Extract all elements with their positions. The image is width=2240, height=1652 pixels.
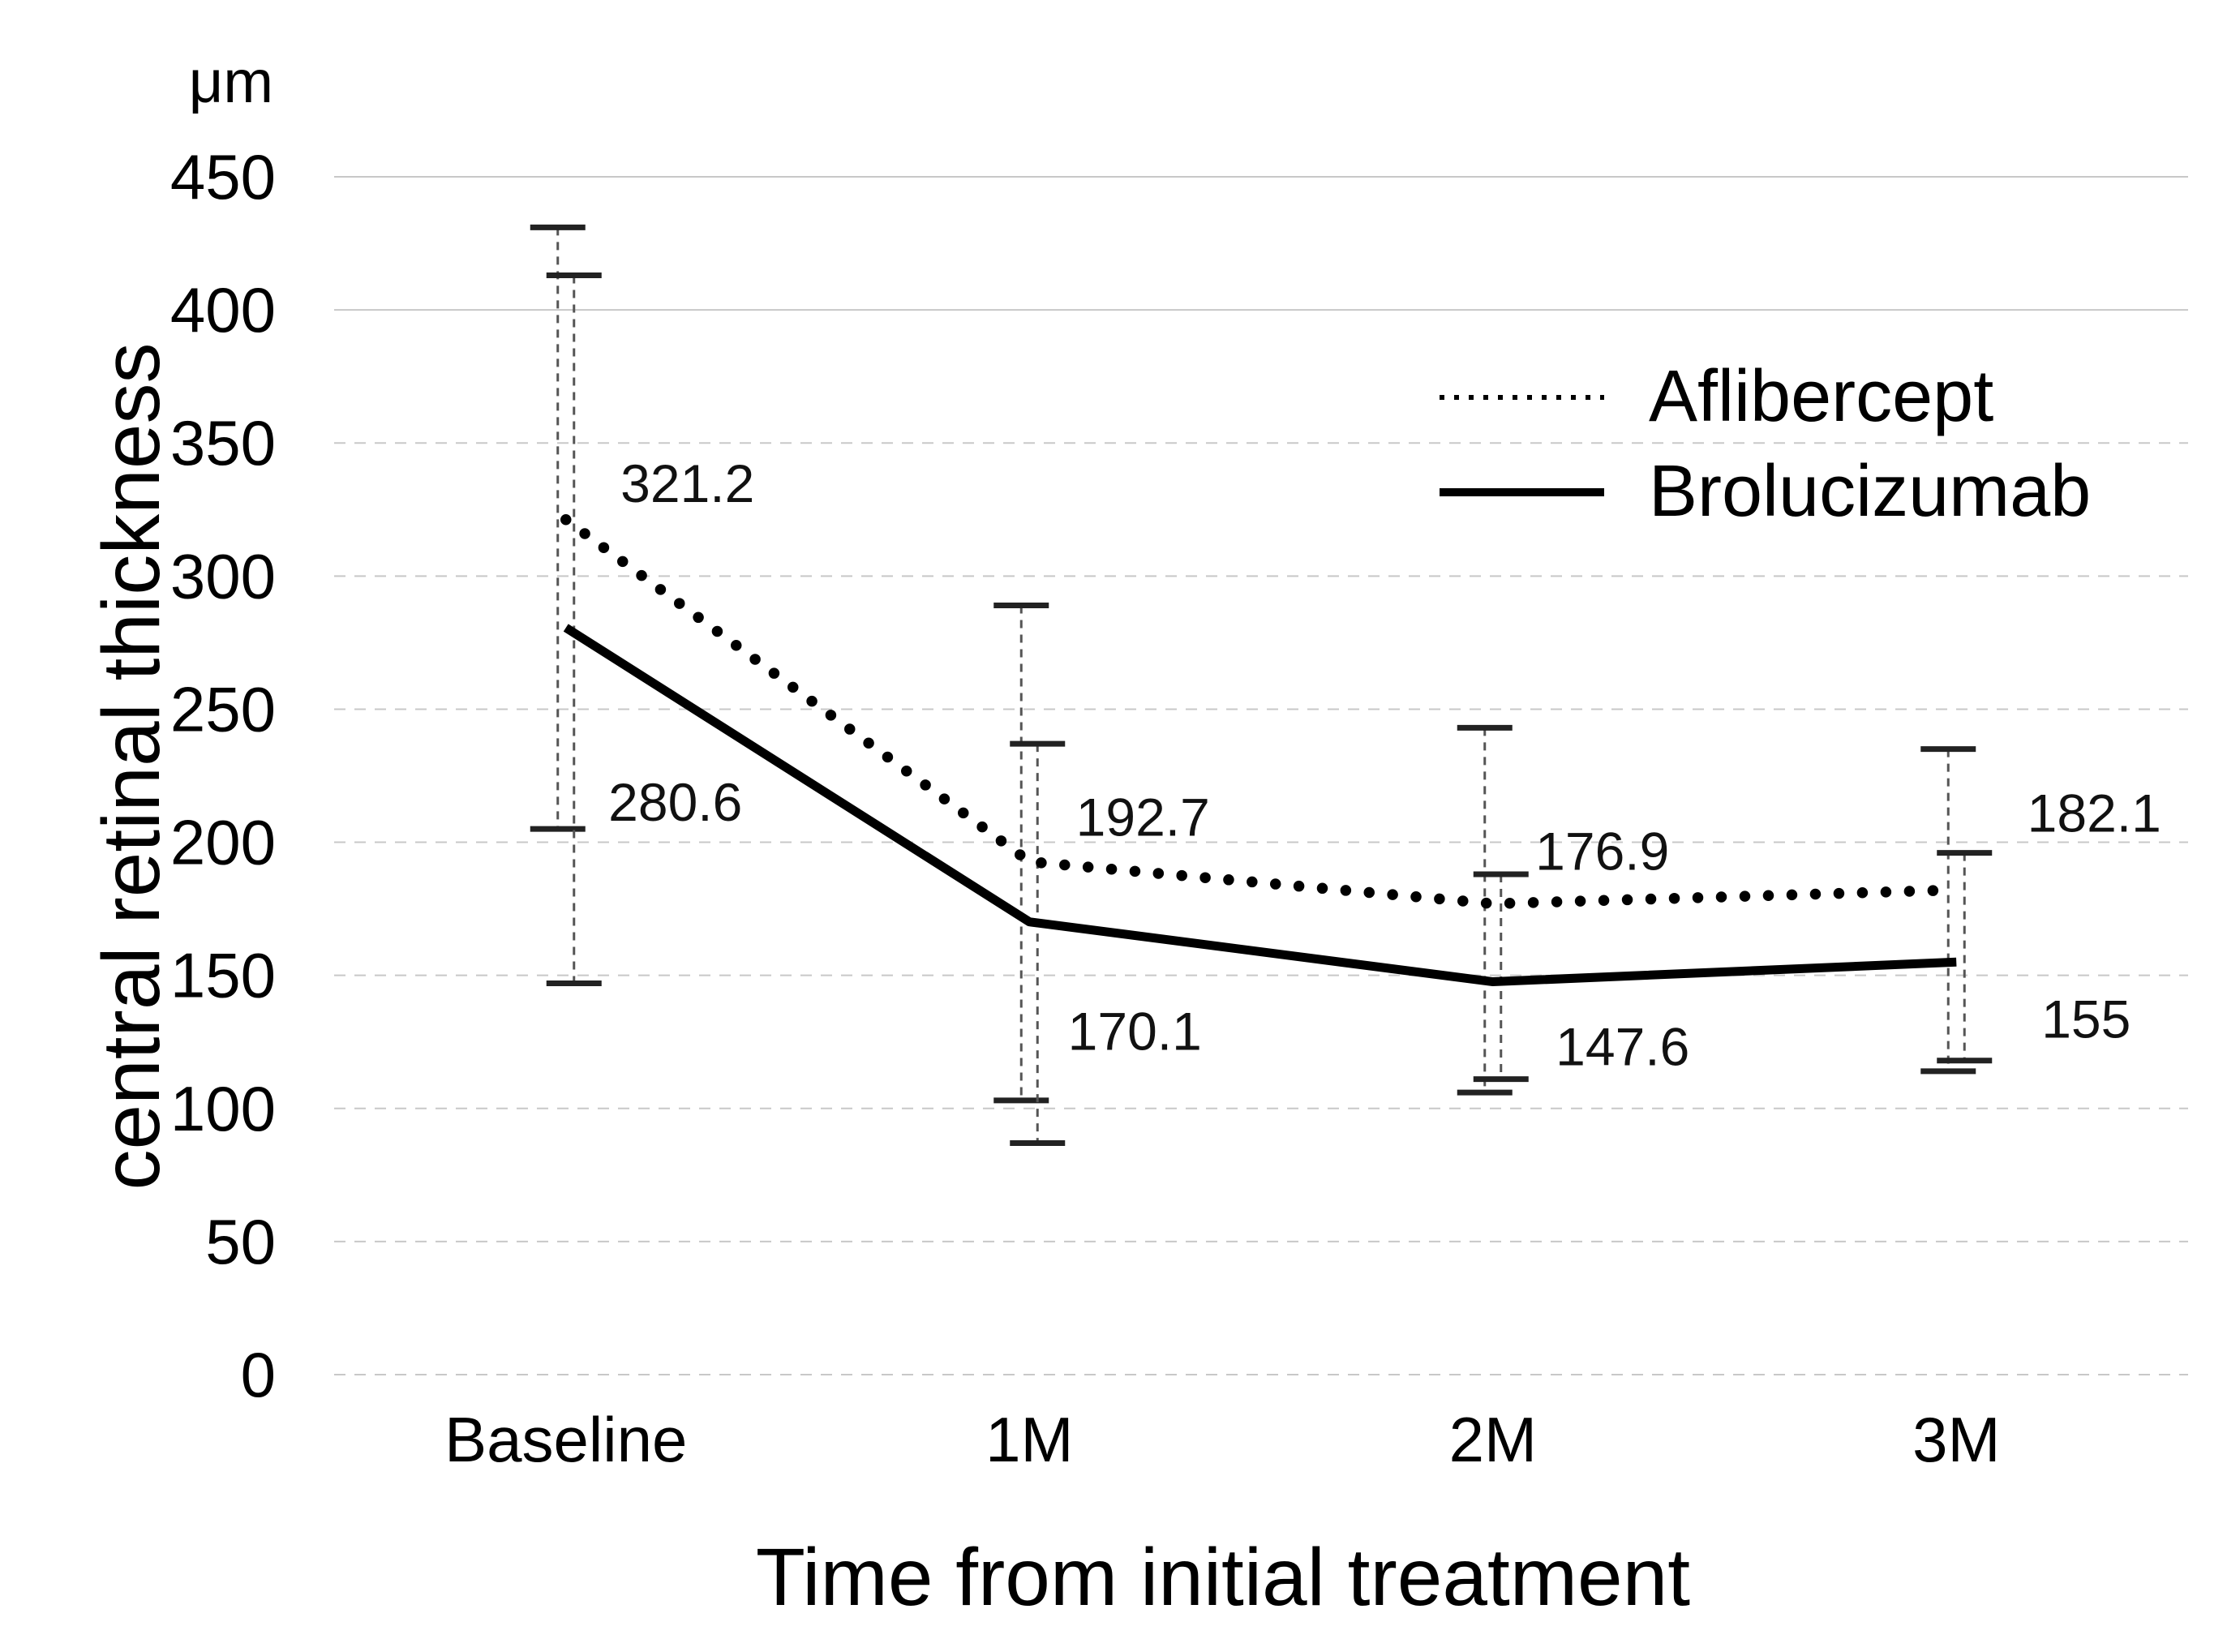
- series-line-brolucizumab: [563, 624, 1957, 987]
- series-line-aflibercept: [560, 514, 1962, 910]
- aflibercept-dotted-line-sample: [1440, 394, 1604, 400]
- y-tick-label-200: 200: [170, 807, 276, 878]
- y-tick-label-150: 150: [170, 940, 276, 1011]
- y-tick-label-250: 250: [170, 673, 276, 744]
- data-label-brolucizumab-baseline: 280.6: [608, 772, 742, 832]
- data-label-aflibercept-baseline: 321.2: [620, 453, 754, 513]
- data-label-aflibercept-2m: 176.9: [1535, 821, 1669, 881]
- legend-entry-brolucizumab: Brolucizumab: [1438, 444, 2091, 539]
- y-tick-label-350: 350: [170, 407, 276, 478]
- data-label-aflibercept-3m: 182.1: [2028, 783, 2161, 843]
- y-tick-label-450: 450: [170, 141, 276, 212]
- y-tick-label-50: 50: [205, 1206, 276, 1277]
- y-tick-label-300: 300: [170, 540, 276, 611]
- data-label-brolucizumab-2m: 147.6: [1556, 1017, 1689, 1077]
- data-label-brolucizumab-1m: 170.1: [1068, 1002, 1202, 1062]
- data-label-brolucizumab-3m: 155: [2041, 989, 2131, 1049]
- y-tick-label-0: 0: [241, 1339, 276, 1410]
- brolucizumab-solid-line-sample: [1440, 487, 1604, 496]
- y-axis-title: central retinal thickness: [86, 342, 177, 1191]
- y-tick-label-100: 100: [170, 1073, 276, 1144]
- x-category-label-3m: 3M: [1912, 1404, 2000, 1475]
- x-axis-title: Time from initial treatment: [755, 1532, 1691, 1623]
- legend-entry-aflibercept: Aflibercept: [1438, 350, 2091, 444]
- y-axis-unit-label: μm: [188, 48, 273, 115]
- x-category-label-1m: 1M: [985, 1404, 1073, 1475]
- y-tick-label-400: 400: [170, 274, 276, 345]
- legend-label-aflibercept: Aflibercept: [1649, 355, 1994, 437]
- x-category-label-baseline: Baseline: [444, 1404, 687, 1475]
- x-category-label-2m: 2M: [1449, 1404, 1537, 1475]
- data-label-aflibercept-1m: 192.7: [1076, 787, 1210, 847]
- legend: Aflibercept Brolucizumab: [1438, 350, 2091, 539]
- legend-label-brolucizumab: Brolucizumab: [1649, 450, 2092, 532]
